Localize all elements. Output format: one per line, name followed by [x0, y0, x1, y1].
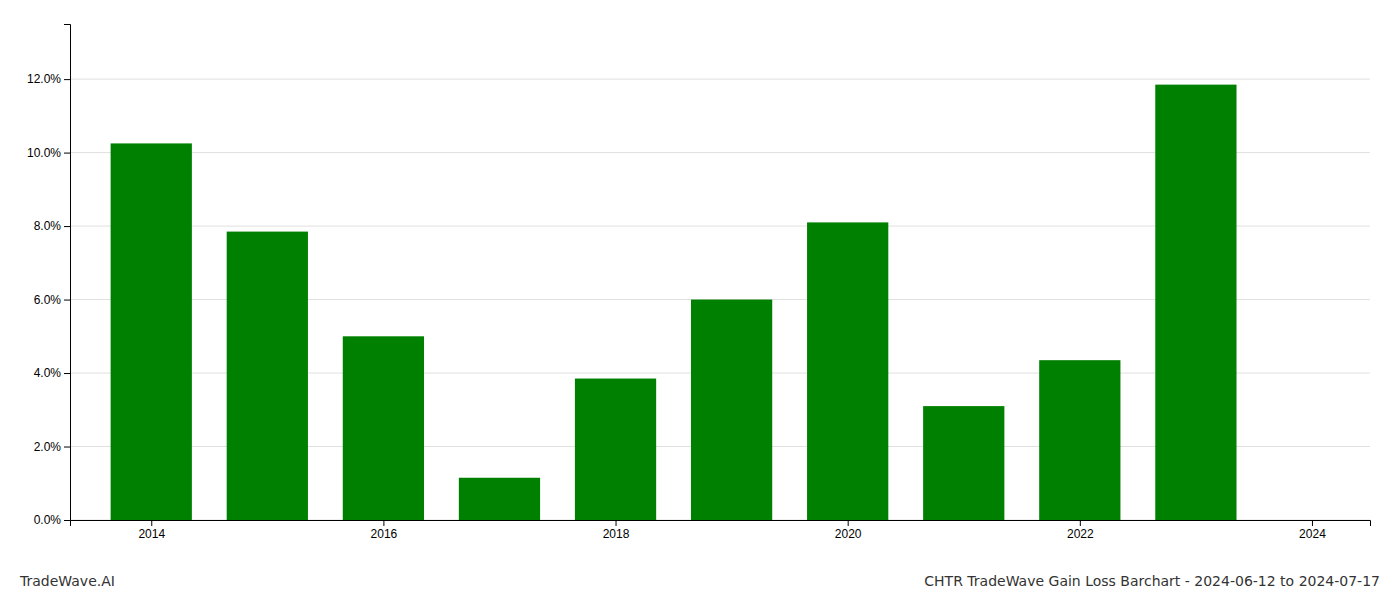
- grid-line: [70, 79, 1370, 80]
- tick-label: 12.0%: [27, 72, 61, 86]
- bar: [923, 406, 1004, 520]
- tick-label: 2018: [603, 527, 630, 541]
- tick-mark: [64, 79, 70, 80]
- bar: [227, 232, 308, 520]
- x-axis: 2014 2016 2018 2020 2022 2024: [71, 520, 1371, 541]
- chart: 2014 2016 2018 2020 2022 2024 0.0% 2.0% 4.0% 6.0%…: [0, 0, 1400, 600]
- bar: [807, 222, 888, 520]
- tick: 2020: [835, 520, 862, 541]
- tick: 2016: [371, 520, 398, 541]
- bar: [691, 300, 772, 520]
- tick-mark: [64, 153, 70, 154]
- plot: 2014 2016 2018 2020 2022 2024 0.0% 2.0% 4.0% 6.0%…: [27, 25, 1371, 541]
- tick-mark: [848, 520, 849, 526]
- watermark: TradeWave.AI: [19, 573, 115, 589]
- tick: 2022: [1067, 520, 1094, 541]
- tick: 0.0%: [34, 513, 70, 527]
- tick: 2024: [1299, 520, 1326, 541]
- tick: 8.0%: [34, 219, 70, 233]
- bar: [1155, 85, 1236, 520]
- tick: 10.0%: [27, 146, 70, 160]
- tick-mark: [151, 520, 152, 526]
- tick-label: 2022: [1067, 527, 1094, 541]
- tick-label: 6.0%: [34, 293, 62, 307]
- bar: [459, 478, 540, 520]
- tick-mark: [383, 520, 384, 526]
- y-axis: 0.0% 2.0% 4.0% 6.0% 8.0% 10.0% 12.0%: [27, 25, 71, 528]
- bars: [111, 85, 1237, 520]
- tick-label: 2.0%: [34, 440, 62, 454]
- tick-label: 4.0%: [34, 366, 62, 380]
- bar: [343, 336, 424, 520]
- tick-mark: [1312, 520, 1313, 526]
- title: CHTR TradeWave Gain Loss Barchart - 2024…: [924, 573, 1380, 589]
- tick: 2.0%: [34, 440, 70, 454]
- tick: 4.0%: [34, 366, 70, 380]
- tick-mark: [64, 226, 70, 227]
- tick-label: 0.0%: [34, 513, 62, 527]
- tick-mark: [1080, 520, 1081, 526]
- tick-mark: [64, 447, 70, 448]
- bar: [111, 143, 192, 520]
- tick-label: 2024: [1299, 527, 1326, 541]
- tick-label: 2014: [138, 527, 165, 541]
- bar: [575, 379, 656, 520]
- tick-label: 8.0%: [34, 219, 62, 233]
- tick-label: 10.0%: [27, 146, 61, 160]
- tick-mark: [616, 520, 617, 526]
- tick: 12.0%: [27, 72, 70, 86]
- bar: [1039, 360, 1120, 520]
- tick-mark: [64, 373, 70, 374]
- tick: 2014: [138, 520, 165, 541]
- tick-label: 2016: [371, 527, 398, 541]
- axis-line: [64, 25, 71, 521]
- axis-line: [71, 521, 1371, 527]
- tick: 6.0%: [34, 293, 70, 307]
- tick: 2018: [603, 520, 630, 541]
- tick-mark: [64, 520, 70, 521]
- grid: [70, 79, 1370, 520]
- tick-label: 2020: [835, 527, 862, 541]
- tick-mark: [64, 300, 70, 301]
